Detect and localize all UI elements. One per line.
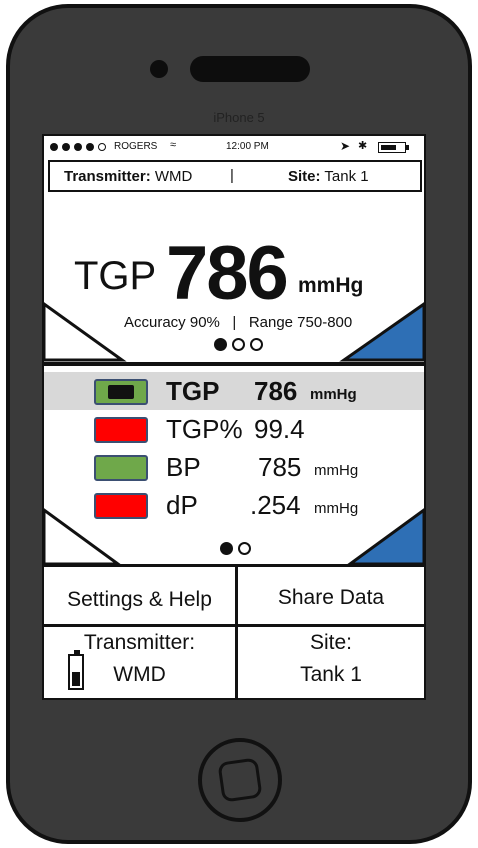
signal-dot-5 <box>98 143 106 151</box>
reading-row-tgp-percent[interactable]: TGP% 99.4 <box>44 410 424 448</box>
list-page-dot-2[interactable] <box>238 542 251 555</box>
info-site: Site: Tank 1 <box>288 168 369 185</box>
speaker-grille <box>190 56 310 82</box>
share-data-button[interactable]: Share Data <box>238 566 424 624</box>
reading-row-bp[interactable]: BP 785 mmHg <box>44 448 424 486</box>
transmitter-battery-icon <box>68 654 84 690</box>
info-site-value: Tank 1 <box>324 168 369 185</box>
share-data-label: Share Data <box>277 586 385 609</box>
reading-label: TGP <box>166 376 220 406</box>
reading-label: TGP% <box>166 414 243 444</box>
status-swatch <box>94 493 148 519</box>
signal-dot-3 <box>74 143 82 151</box>
site-label: Site: <box>309 631 353 654</box>
main-reading-value: 786 <box>166 231 289 316</box>
transmitter-battery-level <box>72 672 80 686</box>
signal-dot-2 <box>62 143 70 151</box>
transmitter-battery-nub <box>74 650 80 654</box>
wifi-icon: ≈ <box>170 139 177 151</box>
transmitter-button[interactable]: Transmitter: WMD <box>44 627 235 698</box>
readings-panel[interactable]: TGP 786 mmHg TGP% 99.4 BP 785 mmHg dP .2… <box>44 366 424 566</box>
battery-nub <box>406 145 409 150</box>
accuracy-text: Accuracy 90% <box>124 314 220 331</box>
info-transmitter: Transmitter: WMD <box>64 168 192 185</box>
signal-dot-4 <box>86 143 94 151</box>
divider-line <box>44 624 424 627</box>
reading-row-tgp[interactable]: TGP 786 mmHg <box>44 372 424 410</box>
reading-unit: mmHg <box>314 462 359 479</box>
info-site-label: Site: <box>288 168 321 185</box>
reading-row-dp[interactable]: dP .254 mmHg <box>44 486 424 524</box>
home-button[interactable] <box>198 738 282 822</box>
screen: ROGERS ≈ 12:00 PM ➤ ✱ Transmitter: WMD |… <box>42 134 426 700</box>
divider-line <box>44 564 424 567</box>
reading-unit: mmHg <box>314 500 359 517</box>
accuracy-range-text: Accuracy 90% | Range 750-800 <box>124 314 352 331</box>
swatch-center <box>108 385 134 399</box>
signal-dot-1 <box>50 143 58 151</box>
page-dot-1[interactable] <box>214 338 227 351</box>
main-reading-label: TGP <box>74 254 157 298</box>
reading-unit: mmHg <box>310 386 357 403</box>
panel-divider <box>44 362 424 366</box>
status-swatch <box>94 455 148 481</box>
settings-help-button[interactable]: Settings & Help <box>44 566 235 624</box>
page-dot-2[interactable] <box>232 338 245 351</box>
info-transmitter-value: WMD <box>154 168 193 185</box>
reading-label: dP <box>166 490 198 520</box>
reading-label: BP <box>166 452 201 482</box>
status-swatch <box>94 417 148 443</box>
carrier-label: ROGERS <box>114 141 158 152</box>
panel-corner-decor <box>44 302 424 362</box>
list-page-dot-1[interactable] <box>220 542 233 555</box>
reading-value: 786 <box>254 376 298 406</box>
range-text: Range 750-800 <box>248 314 353 331</box>
status-bar: ROGERS ≈ 12:00 PM ➤ ✱ <box>44 136 424 158</box>
main-reading-panel[interactable]: TGP 786 mmHg Accuracy 90% | Range 750-80… <box>44 194 424 362</box>
settings-help-label: Settings & Help <box>67 588 212 611</box>
status-swatch <box>94 379 148 405</box>
device-model-label: iPhone 5 <box>213 110 265 125</box>
bluetooth-icon: ✱ <box>358 140 368 152</box>
transmitter-label: Transmitter: <box>83 631 196 654</box>
accuracy-separator: | <box>232 314 237 331</box>
transmitter-value: WMD <box>113 663 166 686</box>
info-separator: | <box>230 167 234 184</box>
main-reading-unit: mmHg <box>298 274 364 297</box>
reading-value: 99.4 <box>254 414 305 444</box>
camera-icon <box>150 60 168 78</box>
site-value: Tank 1 <box>300 663 362 686</box>
home-square-icon <box>217 757 263 803</box>
reading-value: 785 <box>258 452 302 482</box>
battery-icon <box>378 142 406 153</box>
clock: 12:00 PM <box>226 141 269 152</box>
info-bar: Transmitter: WMD | Site: Tank 1 <box>48 160 422 192</box>
location-arrow-icon: ➤ <box>340 139 351 153</box>
info-transmitter-label: Transmitter: <box>64 168 151 185</box>
page-dot-3[interactable] <box>250 338 263 351</box>
site-button[interactable]: Site: Tank 1 <box>238 627 424 698</box>
battery-level <box>381 144 396 150</box>
divider-line <box>235 566 238 698</box>
reading-value: .254 <box>250 490 301 520</box>
